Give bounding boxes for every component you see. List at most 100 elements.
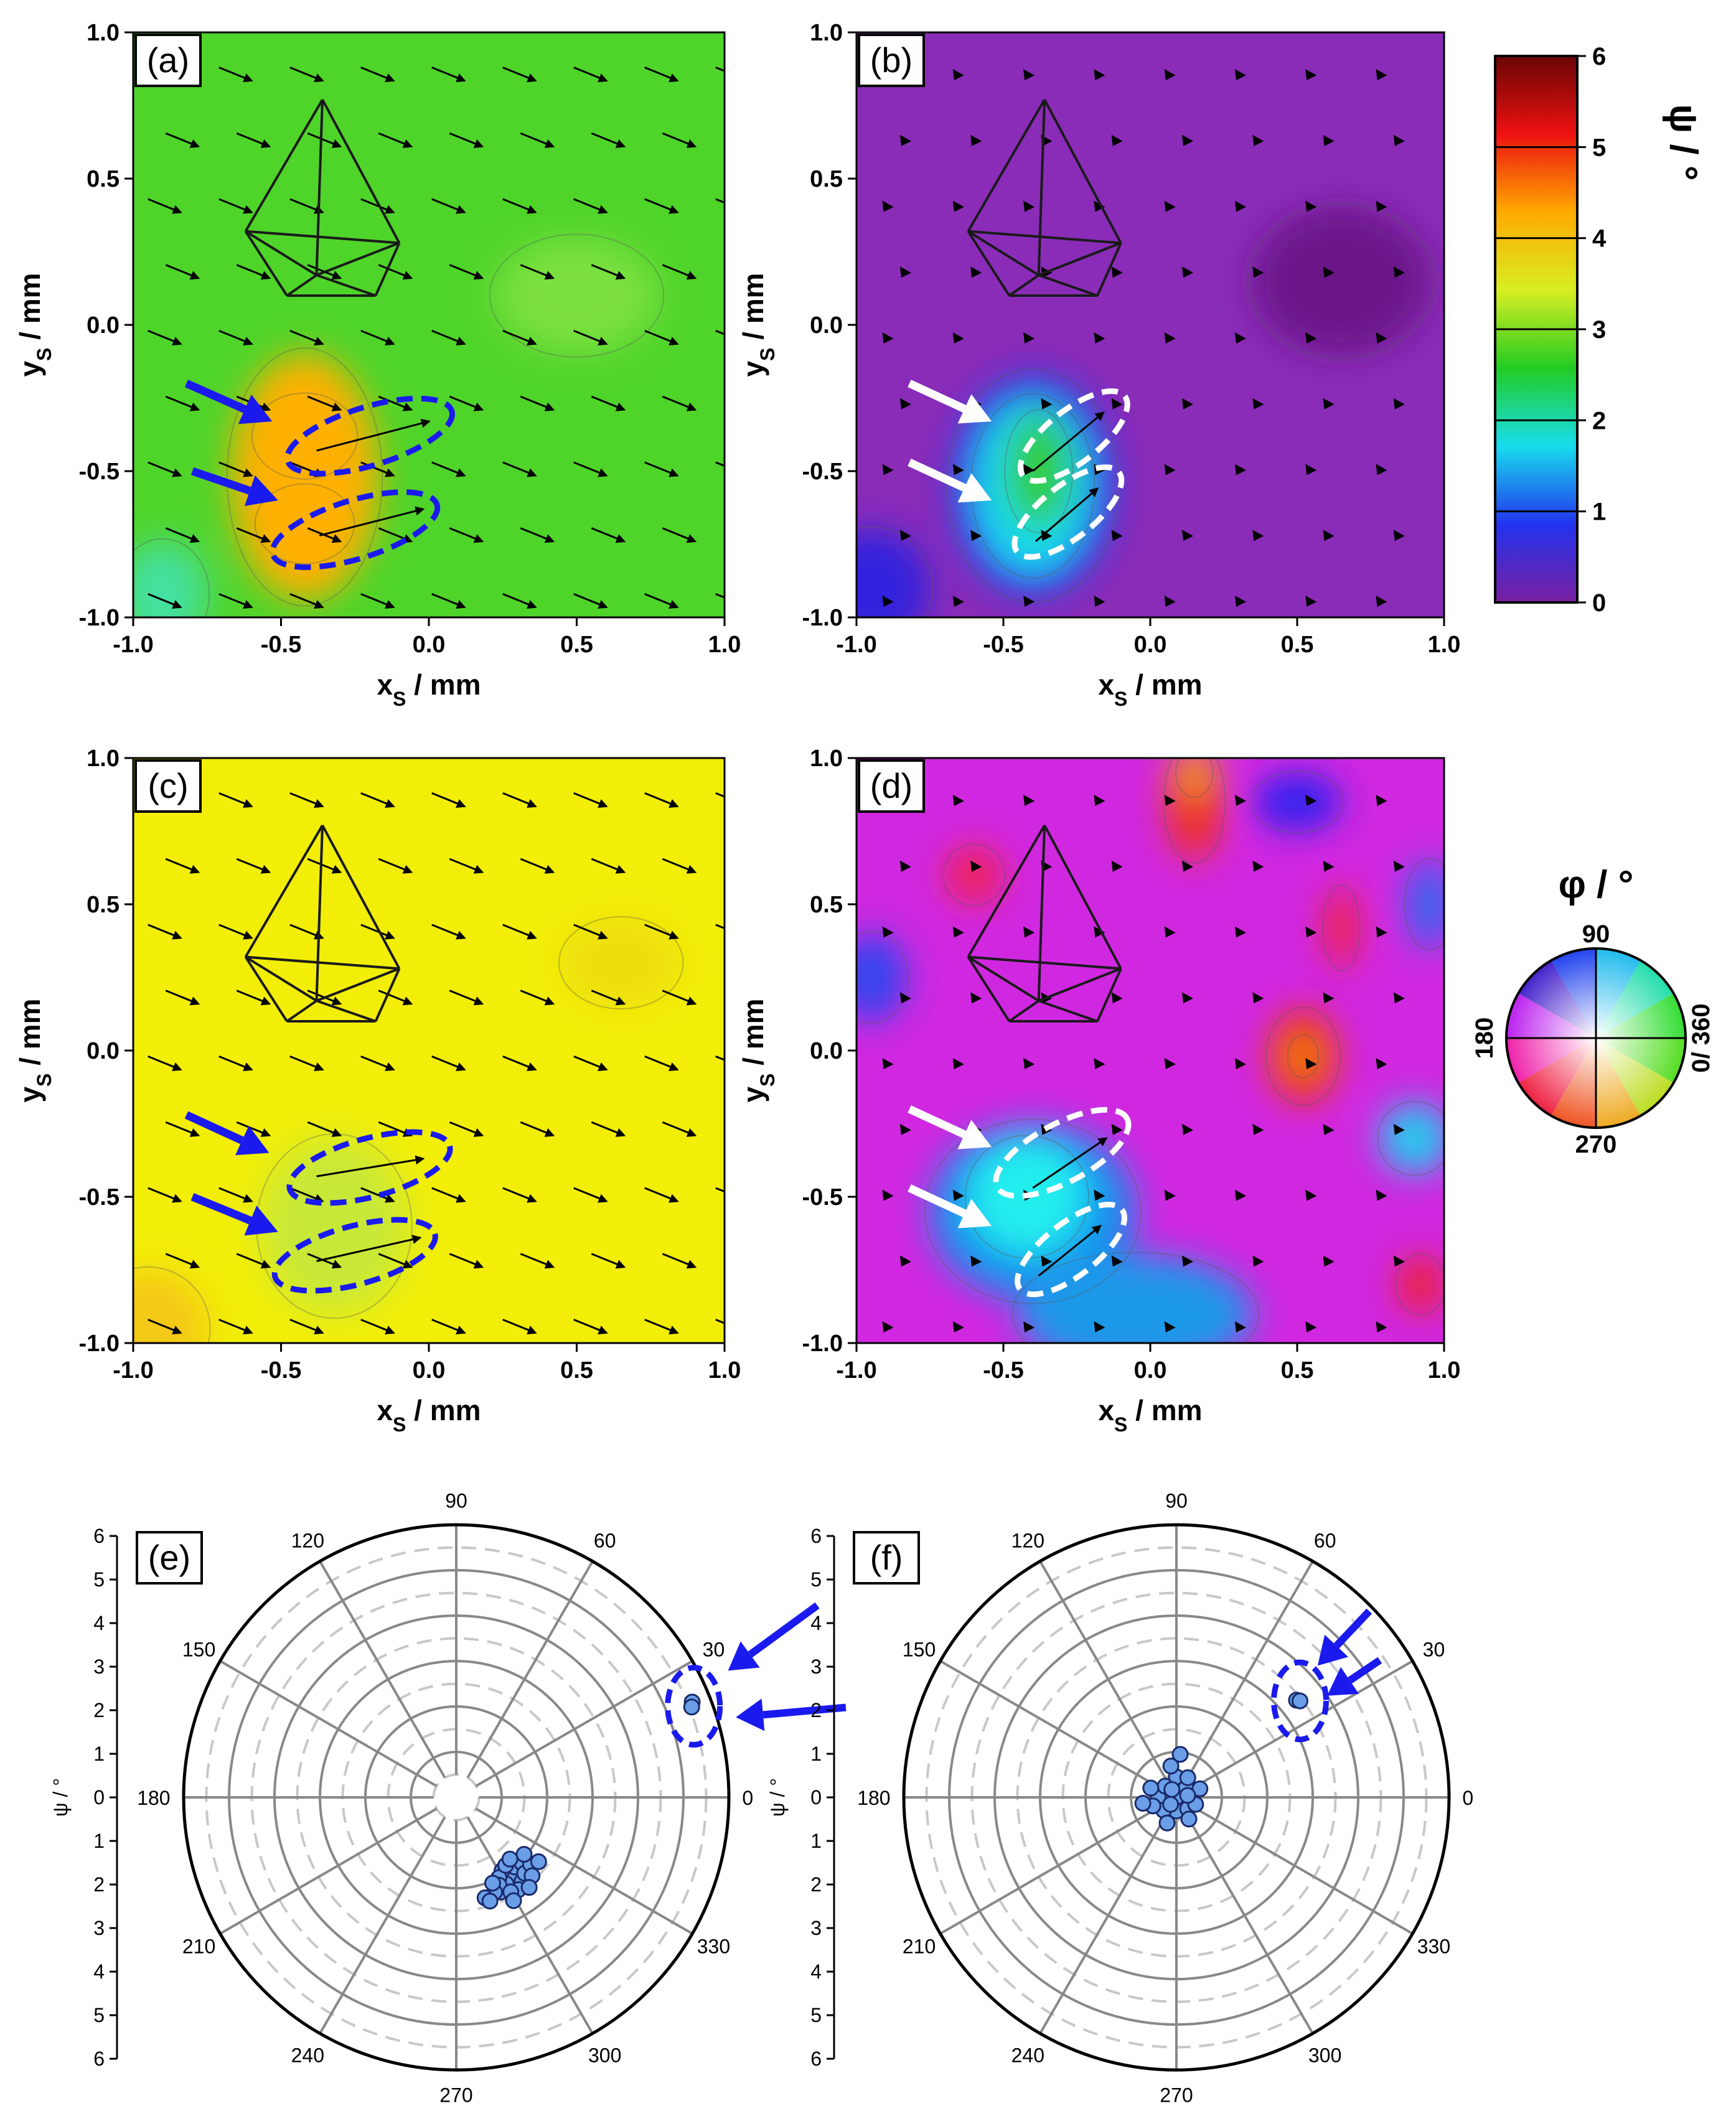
highlight-arrow bbox=[1038, 1225, 1102, 1277]
plot-area bbox=[856, 758, 1444, 1343]
panel-label: (a) bbox=[134, 34, 202, 87]
panel-label-text: (a) bbox=[147, 40, 189, 80]
highlight-arrow bbox=[319, 506, 425, 536]
polar-panel-5: 0306090120150180210240270300330654321012… bbox=[766, 1490, 1473, 2107]
x-label-unit: / mm bbox=[1127, 668, 1202, 701]
field-arrowhead bbox=[970, 530, 982, 541]
scatter-point bbox=[1291, 1692, 1308, 1710]
field-arrow bbox=[662, 264, 697, 280]
field-arrow bbox=[662, 1253, 697, 1269]
field-arrowhead bbox=[1182, 992, 1193, 1004]
wireframe-edge bbox=[967, 956, 1011, 1023]
field-arrow bbox=[715, 1056, 725, 1061]
x-tick-label: -0.5 bbox=[983, 1357, 1023, 1384]
wireframe-edge bbox=[244, 825, 324, 958]
x-tick-label: -0.5 bbox=[261, 1357, 301, 1384]
panel-label: (c) bbox=[134, 759, 202, 813]
wireframe-edge bbox=[1038, 274, 1098, 297]
angle-label: 60 bbox=[594, 1530, 616, 1552]
field-arrow bbox=[289, 792, 324, 808]
scatter-point bbox=[1162, 1758, 1180, 1775]
field-arrow bbox=[502, 792, 537, 808]
wireframe-edge bbox=[1008, 1000, 1039, 1023]
field-arrow bbox=[644, 67, 679, 82]
polar-panel-4: 0306090120150180210240270300330654321012… bbox=[49, 1490, 847, 2106]
field-arrowhead bbox=[1111, 992, 1123, 1004]
radial-tick-label: 1 bbox=[810, 1743, 822, 1765]
field-arrow bbox=[733, 396, 766, 410]
field-arrowhead bbox=[1305, 1189, 1317, 1201]
field-arrow bbox=[236, 527, 271, 543]
field-arrow bbox=[289, 330, 324, 345]
field-arrowhead bbox=[1094, 200, 1105, 212]
field-arrowhead bbox=[1393, 266, 1405, 278]
highlight-arrow bbox=[316, 1155, 425, 1178]
field-arrow bbox=[360, 593, 395, 609]
scatter-point bbox=[501, 1850, 518, 1868]
field-arrow bbox=[573, 1319, 608, 1334]
heatmap-panel-3: -1.0 -0.5 0.0 0.5 1.0-1.0-0.50.00.51.0xS / m… bbox=[737, 746, 1460, 1436]
y-label-main: y bbox=[14, 1087, 46, 1103]
field-arrow bbox=[307, 395, 342, 411]
field-arrow bbox=[218, 1187, 253, 1203]
field-arrowhead bbox=[1252, 134, 1264, 146]
field-arrow bbox=[520, 264, 555, 280]
field-arrow bbox=[502, 1319, 537, 1334]
radial-tick-label: 2 bbox=[810, 1873, 822, 1896]
field-arrowhead bbox=[1447, 69, 1458, 80]
angle-label: 30 bbox=[703, 1638, 725, 1660]
angle-label: 90 bbox=[445, 1490, 467, 1512]
x-label-unit: / mm bbox=[406, 1394, 481, 1426]
polar-spoke bbox=[1186, 1816, 1314, 2034]
field-arrow bbox=[289, 1187, 324, 1203]
polar-outer-ring bbox=[182, 1523, 731, 2072]
colorbar-tick-label: 1 bbox=[1592, 499, 1606, 526]
angle-label: 270 bbox=[1160, 2084, 1193, 2106]
field-arrowhead bbox=[1164, 332, 1176, 344]
wireframe-edge bbox=[286, 274, 317, 297]
field-arrow bbox=[502, 593, 537, 609]
field-arrowhead bbox=[899, 134, 911, 146]
field-arrow bbox=[218, 461, 253, 477]
wheel-label-top: 90 bbox=[1582, 920, 1610, 948]
field-arrowhead bbox=[1323, 530, 1335, 541]
x-tick-label: 0.0 bbox=[413, 632, 446, 658]
field-arrow bbox=[520, 858, 555, 874]
contour-line bbox=[133, 1266, 211, 1343]
scatter-point bbox=[683, 1698, 700, 1716]
polar-center bbox=[436, 1777, 477, 1818]
x-axis-label: xS / mm bbox=[377, 668, 481, 710]
polar-spoke bbox=[466, 1816, 594, 2034]
angle-label: 0 bbox=[742, 1787, 753, 1809]
field-arrowhead bbox=[1323, 398, 1335, 410]
x-tick-label: -1.0 bbox=[113, 632, 153, 658]
field-arrow bbox=[502, 461, 537, 477]
crystal-wireframe bbox=[967, 825, 1122, 1023]
polar-outer-ring bbox=[902, 1523, 1451, 2072]
wireframe-edge bbox=[245, 230, 317, 276]
field-arrowhead bbox=[1234, 926, 1246, 938]
field-arrowhead bbox=[952, 1189, 964, 1201]
field-arrow bbox=[644, 1187, 679, 1203]
pointer-arrow-shaft bbox=[908, 380, 967, 413]
heatmap-panel-1: -1.0 -0.5 0.0 0.5 1.0-1.0-0.50.00.51.0xS / m… bbox=[737, 20, 1475, 710]
field-arrow bbox=[148, 924, 182, 940]
colorbar-label: ψ / ° bbox=[1662, 104, 1705, 180]
field-arrow bbox=[165, 858, 200, 874]
colorbar-tick-label: 4 bbox=[1592, 225, 1607, 253]
contour-line bbox=[1175, 758, 1214, 798]
field-arrow bbox=[449, 1253, 484, 1269]
y-tick-label: 0.5 bbox=[87, 166, 120, 192]
field-arrow bbox=[148, 1319, 182, 1334]
field-arrowhead bbox=[1376, 595, 1387, 607]
field-arrowhead bbox=[1464, 398, 1475, 410]
radial-tick-label: 6 bbox=[810, 1525, 822, 1547]
field-arrow bbox=[378, 395, 413, 411]
y-tick-label: 0.0 bbox=[87, 1038, 120, 1064]
field-arrow bbox=[662, 132, 697, 148]
field-arrow bbox=[715, 461, 725, 467]
field-arrow bbox=[289, 1056, 324, 1071]
field-arrowhead bbox=[1164, 794, 1176, 806]
field-arrow bbox=[733, 859, 766, 872]
phi-color-wheel: φ / ° 90 270 180 0/ 360 bbox=[1471, 863, 1715, 1158]
